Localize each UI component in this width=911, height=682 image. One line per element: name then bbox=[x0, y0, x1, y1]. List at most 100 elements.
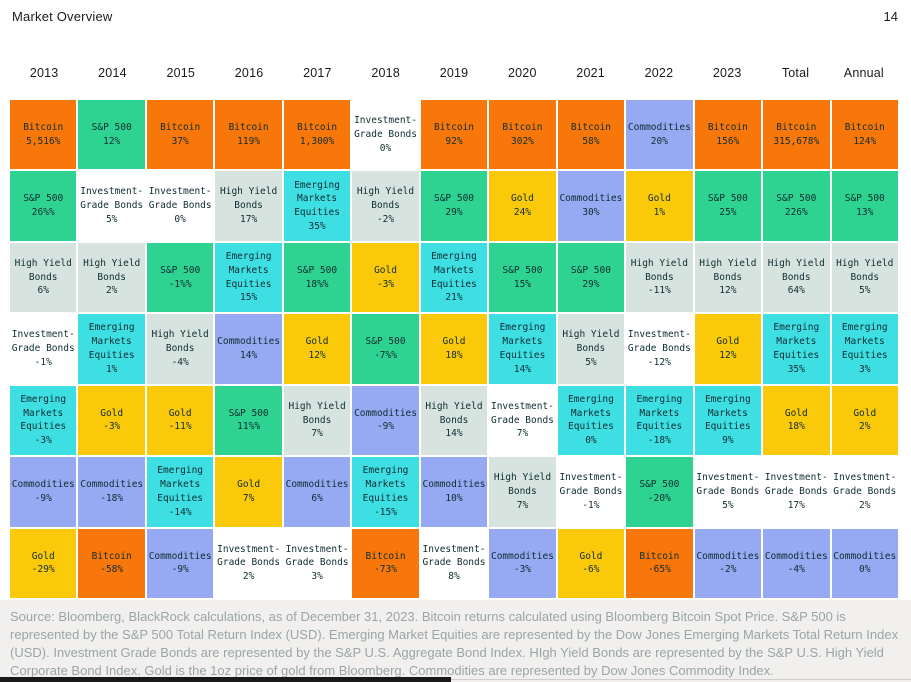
quilt-cell-2019-rank4: Gold 18% bbox=[420, 314, 488, 384]
page-progress-fill bbox=[0, 677, 451, 682]
asset-name: Commodities bbox=[422, 479, 486, 491]
asset-name: Commodities bbox=[354, 407, 417, 419]
quilt-cell-total-rank6: Investment-Grade Bonds 17% bbox=[763, 457, 830, 527]
quilt-cell-total-rank3: High Yield Bonds 64% bbox=[763, 242, 830, 313]
column-header-2013: 2013 bbox=[29, 66, 59, 80]
asset-return: 37% bbox=[171, 135, 189, 147]
asset-name: S&P 500 bbox=[23, 193, 64, 205]
quilt-cell-2014-rank7: Bitcoin -58% bbox=[78, 528, 145, 598]
asset-name: Emerging Markets Equities bbox=[20, 393, 67, 433]
quilt-cell-2019-rank7: Investment-Grade Bonds 8% bbox=[420, 528, 488, 598]
asset-name: Commodities bbox=[285, 479, 349, 491]
asset-name: High Yield Bonds bbox=[356, 186, 415, 212]
asset-name: High Yield Bonds bbox=[83, 257, 141, 283]
asset-return: 5,516% bbox=[26, 135, 61, 147]
quilt-cell-2021-rank2: Commodities 30% bbox=[557, 171, 625, 241]
asset-return: -3% bbox=[103, 421, 121, 433]
asset-return: -58% bbox=[100, 564, 124, 576]
quilt-cell-2017-rank1: Bitcoin 1,300% bbox=[283, 100, 351, 170]
asset-return: -20% bbox=[647, 492, 671, 504]
asset-name: S&P 500 bbox=[297, 264, 338, 276]
asset-return: 20% bbox=[650, 135, 668, 147]
asset-return: 8% bbox=[448, 571, 460, 583]
asset-return: 29% bbox=[445, 207, 463, 219]
asset-name: Gold bbox=[31, 550, 55, 562]
asset-name: Emerging Markets Equities bbox=[499, 322, 546, 361]
asset-name: Investment-Grade Bonds bbox=[80, 186, 144, 212]
asset-name: Investment-Grade Bonds bbox=[285, 543, 349, 569]
quilt-cell-2017-rank6: Commodities 6% bbox=[283, 457, 351, 527]
asset-return: -1% bbox=[582, 499, 600, 511]
asset-return: -14% bbox=[168, 506, 192, 518]
asset-return: 18%% bbox=[305, 278, 329, 290]
quilt-cell-2014-rank1: S&P 500 12% bbox=[78, 100, 145, 170]
quilt-cell-2021-rank7: Gold -6% bbox=[557, 528, 625, 598]
asset-name: Investment-Grade Bonds bbox=[490, 400, 554, 426]
quilt-cell-2017-rank7: Investment-Grade Bonds 3% bbox=[283, 528, 351, 598]
asset-name: S&P 500 bbox=[228, 407, 269, 419]
asset-returns-quilt: Bitcoin 5,516% S&P 500 12% Bitcoin 37% Bitcoin… bbox=[10, 100, 898, 598]
column-header-2016: 2016 bbox=[234, 66, 264, 80]
asset-name: High Yield Bonds bbox=[220, 186, 278, 212]
asset-return: 2% bbox=[859, 421, 871, 433]
quilt-cell-2023-rank2: S&P 500 25% bbox=[694, 171, 762, 241]
asset-name: Commodities bbox=[490, 550, 554, 562]
asset-name: S&P 500 bbox=[91, 121, 132, 133]
quilt-cell-2018-rank5: Commodities -9% bbox=[352, 385, 419, 456]
quilt-cell-2014-rank5: Gold -3% bbox=[78, 385, 145, 456]
quilt-cell-annual-rank2: S&P 500 13% bbox=[831, 171, 898, 241]
asset-name: Gold bbox=[168, 407, 192, 419]
asset-return: -4% bbox=[171, 356, 189, 368]
asset-name: Commodities bbox=[627, 121, 691, 133]
asset-name: S&P 500 bbox=[707, 193, 748, 205]
asset-name: Investment-Grade Bonds bbox=[696, 472, 760, 497]
quilt-cell-2020-rank6: High Yield Bonds 7% bbox=[489, 457, 556, 527]
quilt-cell-2021-rank6: Investment-Grade Bonds -1% bbox=[557, 457, 625, 527]
asset-name: Bitcoin bbox=[365, 550, 406, 562]
asset-return: -3% bbox=[513, 564, 532, 576]
quilt-cell-2023-rank3: High Yield Bonds 12% bbox=[694, 242, 762, 313]
asset-return: 14% bbox=[445, 428, 463, 440]
quilt-cell-2015-rank6: Emerging Markets Equities -14% bbox=[146, 457, 214, 527]
asset-return: 0% bbox=[174, 214, 186, 226]
asset-name: Gold bbox=[374, 264, 397, 276]
quilt-cell-2017-rank4: Gold 12% bbox=[283, 314, 351, 384]
quilt-cell-2018-rank6: Emerging Markets Equities -15% bbox=[352, 457, 419, 527]
asset-return: 2% bbox=[242, 571, 255, 583]
quilt-cell-2021-rank5: Emerging Markets Equities 0% bbox=[557, 385, 625, 456]
asset-name: Commodities bbox=[148, 550, 212, 562]
quilt-cell-2013-rank1: Bitcoin 5,516% bbox=[10, 100, 77, 170]
asset-name: S&P 500 bbox=[365, 336, 406, 348]
quilt-cell-2014-rank3: High Yield Bonds 2% bbox=[78, 242, 145, 313]
asset-return: 12% bbox=[719, 285, 737, 297]
asset-name: Investment-Grade Bonds bbox=[627, 329, 691, 355]
asset-return: 3% bbox=[311, 571, 323, 583]
asset-name: S&P 500 bbox=[570, 264, 611, 276]
asset-return: 14% bbox=[240, 349, 258, 361]
asset-name: Gold bbox=[716, 336, 740, 348]
asset-return: 6% bbox=[37, 285, 49, 297]
asset-name: S&P 500 bbox=[776, 193, 817, 205]
quilt-cell-2014-rank2: Investment-Grade Bonds 5% bbox=[78, 171, 145, 241]
asset-return: 1,300% bbox=[299, 135, 335, 147]
asset-return: 12% bbox=[719, 349, 737, 361]
asset-return: 29% bbox=[582, 278, 600, 290]
quilt-cell-2022-rank5: Emerging Markets Equities -18% bbox=[626, 385, 693, 456]
asset-return: 14% bbox=[513, 363, 532, 375]
asset-name: Gold bbox=[853, 407, 877, 419]
quilt-cell-2015-rank4: High Yield Bonds -4% bbox=[146, 314, 214, 384]
asset-name: Investment-Grade Bonds bbox=[764, 472, 828, 497]
asset-return: 119% bbox=[237, 135, 261, 147]
asset-return: 2% bbox=[105, 285, 118, 297]
asset-name: Gold bbox=[237, 479, 261, 491]
asset-name: Gold bbox=[579, 550, 603, 562]
asset-name: Bitcoin bbox=[502, 121, 543, 133]
quilt-cell-2023-rank7: Commodities -2% bbox=[694, 528, 762, 598]
asset-return: -65% bbox=[647, 564, 671, 576]
column-header-2023: 2023 bbox=[712, 66, 742, 80]
asset-name: S&P 500 bbox=[844, 193, 885, 205]
asset-return: -9% bbox=[34, 492, 52, 504]
quilt-cell-total-rank1: Bitcoin 315,678% bbox=[763, 100, 830, 170]
asset-return: -29% bbox=[31, 564, 55, 576]
source-note: Source: Bloomberg, BlackRock calculation… bbox=[10, 609, 899, 678]
